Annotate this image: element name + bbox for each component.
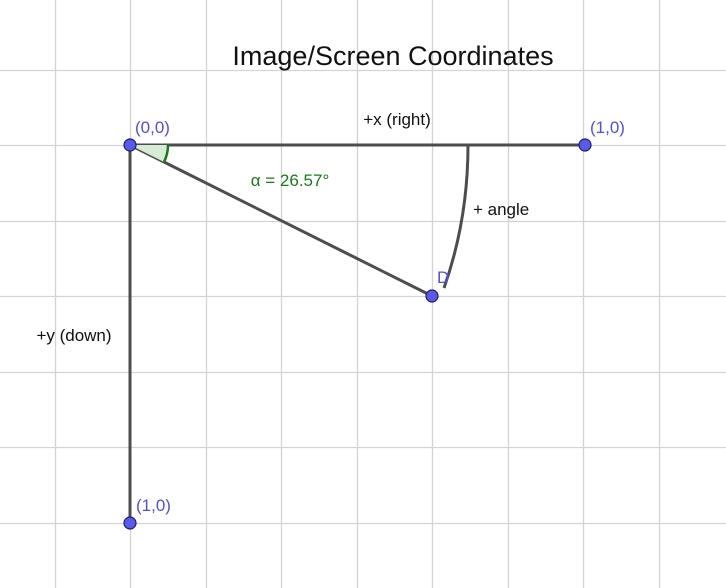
y-axis-label: +y (down) [36,326,111,345]
d-point-label: D [437,268,449,287]
y-end-point[interactable] [123,516,137,530]
d-point[interactable] [425,289,439,303]
alpha-angle-label: α = 26.57° [251,171,330,190]
origin-point[interactable] [123,138,137,152]
x-axis-label: +x (right) [363,110,431,129]
alpha-angle-arc [162,144,170,163]
angle-direction-arc [442,144,470,289]
y-end-point-label: (1,0) [136,496,171,515]
x-end-point-label: (1,0) [590,118,625,137]
x-end-point[interactable] [578,138,592,152]
segment-origin-to-d[interactable] [129,143,433,298]
origin-point-label: (0,0) [135,118,170,137]
diagram-title: Image/Screen Coordinates [232,41,553,71]
alpha-angle-sector [130,145,169,162]
angle-arc-label: + angle [473,200,529,219]
